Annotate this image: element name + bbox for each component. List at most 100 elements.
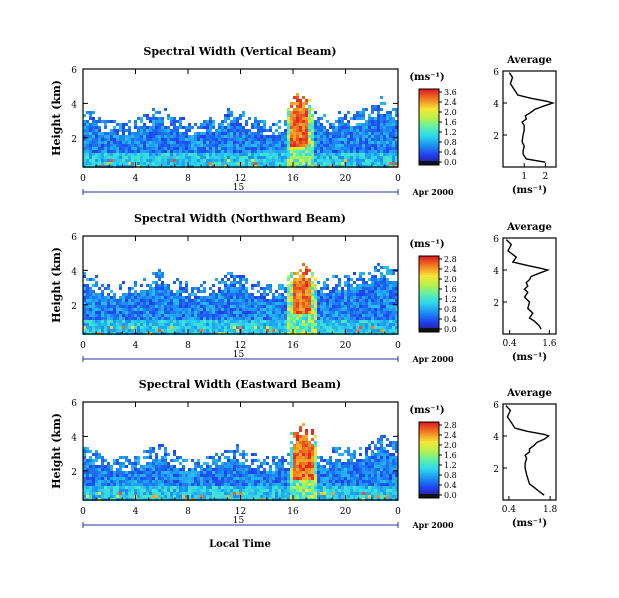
- x-tick-label: 16: [287, 341, 299, 351]
- y-axis-label: Height (km): [50, 247, 63, 323]
- colorbar-tick-label: 0.8: [444, 471, 457, 480]
- average-y-tick-label: 2: [493, 299, 499, 309]
- x-tick-label: 16: [287, 507, 299, 517]
- average-profile-line: [508, 72, 556, 163]
- x-tick-label: 0: [80, 174, 86, 184]
- colorbar-tick-label: 0.4: [444, 315, 457, 324]
- panel-1: Spectral Width (Vertical Beam) Height (km…: [50, 45, 557, 197]
- colorbar-unit: (ms⁻¹): [409, 239, 444, 250]
- colorbar-tick-label: 1.6: [444, 451, 457, 460]
- average-y-tick-label: 6: [493, 401, 499, 411]
- date-label: Apr 2000: [411, 354, 454, 364]
- average-unit: (ms⁻¹): [512, 185, 547, 196]
- y-tick-label: 4: [71, 433, 77, 443]
- colorbar-tick-label: 2.0: [444, 108, 457, 117]
- colorbar-tick-label: 2.0: [444, 441, 457, 450]
- colorbar-tick-label: 2.4: [444, 265, 457, 274]
- average-y-tick-label: 6: [493, 235, 499, 245]
- colorbar-tick-label: 1.2: [444, 461, 457, 470]
- average-x-tick-label: 1: [521, 172, 527, 182]
- panel-3: Spectral Width (Eastward Beam) Height (km…: [50, 378, 558, 530]
- day-label: 15: [233, 350, 245, 360]
- colorbar-tick-label: 1.2: [444, 128, 457, 137]
- average-title: Average: [506, 222, 552, 233]
- average-title: Average: [506, 388, 552, 399]
- x-tick-label: 12: [235, 507, 246, 517]
- average-profile: Average 2 4 6 1 2 (ms⁻¹): [493, 55, 557, 196]
- day-label: 15: [233, 183, 245, 193]
- colorbar-tick-label: 0.0: [444, 158, 457, 167]
- panel-title: Spectral Width (Eastward Beam): [139, 378, 341, 391]
- colorbar-tick-label: 2.4: [444, 98, 457, 107]
- x-tick-label: 12: [235, 341, 246, 351]
- y-tick-label: 2: [71, 135, 77, 145]
- average-x-tick-label: 1.8: [543, 505, 558, 515]
- heatmap: [83, 263, 398, 335]
- colorbar: (ms⁻¹)2.82.42.01.61.20.80.40.0: [409, 405, 456, 500]
- panel-title: Spectral Width (Vertical Beam): [143, 45, 336, 58]
- average-frame: [502, 70, 557, 168]
- average-title: Average: [506, 55, 552, 66]
- colorbar-low-band: [419, 161, 439, 165]
- heatmap: [83, 423, 398, 501]
- day-label: 15: [233, 516, 245, 526]
- colorbar: (ms⁻¹)3.62.42.01.61.20.80.40.0: [409, 72, 456, 167]
- average-frame: [502, 403, 557, 501]
- y-tick-label: 6: [71, 399, 77, 409]
- colorbar-tick-label: 0.0: [444, 325, 457, 334]
- colorbar-tick-label: 0.4: [444, 148, 457, 157]
- colorbar-tick-label: 2.8: [444, 255, 457, 264]
- x-tick-label: 0: [395, 174, 401, 184]
- colorbar-tick-label: 0.8: [444, 138, 457, 147]
- average-unit: (ms⁻¹): [512, 518, 547, 529]
- x-tick-label: 8: [185, 341, 191, 351]
- average-frame: [502, 237, 557, 335]
- y-tick-label: 2: [71, 302, 77, 312]
- y-axis-label: Height (km): [50, 413, 63, 489]
- x-tick-label: 4: [133, 174, 139, 184]
- colorbar-frame: [418, 421, 440, 499]
- average-y-tick-label: 2: [493, 465, 499, 475]
- x-tick-label: 4: [133, 507, 139, 517]
- y-axis-label: Height (km): [50, 80, 63, 156]
- average-x-tick-label: 0.4: [502, 339, 517, 349]
- average-x-tick-label: 0.4: [502, 505, 517, 515]
- average-profile: Average 2 4 6 0.4 1.8 (ms⁻¹): [493, 388, 557, 529]
- x-tick-label: 20: [340, 507, 352, 517]
- colorbar-tick-label: 0.0: [444, 491, 457, 500]
- colorbar-tick-label: 3.6: [444, 88, 457, 97]
- average-unit: (ms⁻¹): [512, 352, 547, 363]
- panel-2: Spectral Width (Northward Beam) Height (k…: [50, 212, 557, 364]
- heatmap: [83, 93, 398, 168]
- colorbar-tick-label: 2.4: [444, 431, 457, 440]
- colorbar-low-band: [419, 494, 439, 498]
- y-tick-label: 4: [71, 100, 77, 110]
- average-profile: Average 2 4 6 0.4 1.6 (ms⁻¹): [493, 222, 557, 363]
- average-y-tick-label: 4: [493, 433, 499, 443]
- x-tick-label: 8: [185, 507, 191, 517]
- colorbar-tick-label: 1.6: [444, 118, 457, 127]
- average-y-tick-label: 6: [493, 68, 499, 78]
- colorbar-tick-label: 2.0: [444, 275, 457, 284]
- x-tick-label: 8: [185, 174, 191, 184]
- date-label: Apr 2000: [411, 187, 454, 197]
- colorbar-tick-label: 0.4: [444, 481, 457, 490]
- x-tick-label: 4: [133, 341, 139, 351]
- average-y-tick-label: 4: [493, 100, 499, 110]
- colorbar-frame: [418, 88, 440, 166]
- colorbar-tick-label: 1.2: [444, 295, 457, 304]
- colorbar-unit: (ms⁻¹): [409, 405, 444, 416]
- colorbar-low-band: [419, 328, 439, 332]
- date-label: Apr 2000: [411, 520, 454, 530]
- average-y-tick-label: 2: [493, 132, 499, 142]
- y-tick-label: 6: [71, 66, 77, 76]
- colorbar-frame: [418, 255, 440, 333]
- average-x-tick-label: 2: [543, 172, 549, 182]
- colorbar: (ms⁻¹)2.82.42.01.61.20.80.40.0: [409, 239, 456, 334]
- panel-title: Spectral Width (Northward Beam): [134, 212, 346, 225]
- average-x-tick-label: 1.6: [542, 339, 557, 349]
- colorbar-tick-label: 0.8: [444, 305, 457, 314]
- y-tick-label: 6: [71, 233, 77, 243]
- x-tick-label: 20: [340, 174, 352, 184]
